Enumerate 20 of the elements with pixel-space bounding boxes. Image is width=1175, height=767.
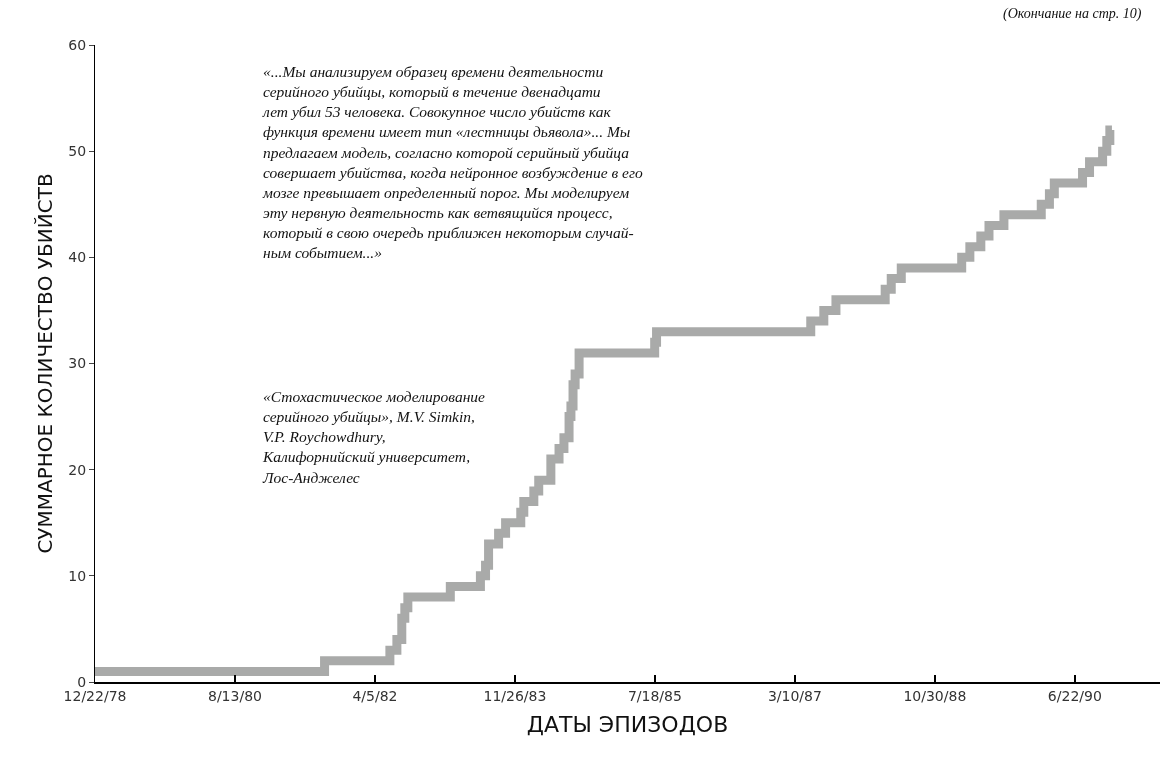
y-tick-label: 50 xyxy=(68,143,87,160)
y-tick-label: 40 xyxy=(68,249,87,266)
y-tick-label: 0 xyxy=(77,673,87,690)
x-tick-label: 7/18/85 xyxy=(627,687,682,704)
text: (Окончание на стр. 10) xyxy=(1003,6,1142,22)
x-axis-title: ДАТЫ ЭПИЗОДОВ xyxy=(526,712,729,738)
x-tick-label: 11/26/83 xyxy=(483,687,547,704)
x-tick-label: 6/22/90 xyxy=(1047,687,1102,704)
y-tick-label: 30 xyxy=(68,355,87,372)
y-tick-label: 60 xyxy=(68,36,87,53)
x-tick-label: 3/10/87 xyxy=(767,687,822,704)
x-tick-label: 4/5/82 xyxy=(352,687,398,704)
annotation: «Стохастическое моделирование серийного убийцы», M.V. Simkin, V.P. Roychowdhury, Калифорнийский университет, Лос-Анджелес xyxy=(262,388,486,486)
x-tick-label: 8/13/80 xyxy=(207,687,262,704)
text: «...Мы анализируем образец времени деятельности серийного убийцы, который в течение двенадцати лет убил 53 человека. Совокупное число убийств как функция времени имеет тип «лестницы дьявола»... Мы предлагаем модель, согласно которой серийный убийца совершает убийства, когда нейронное возбуждение в его мозге превышает определенный порог. Мы моделируем эту нервную деятельность как ветвящийся процесс, который в свою очередь приближен некоторым случай- ным событием...» xyxy=(263,63,643,262)
y-axis-title: СУММАРНОЕ КОЛИЧЕСТВО УБИЙСТВ xyxy=(32,173,57,554)
y-tick-label: 10 xyxy=(68,567,87,584)
y-tick-label: 20 xyxy=(68,461,87,478)
x-tick-label: 12/22/78 xyxy=(63,687,127,704)
x-tick-label: 10/30/88 xyxy=(903,687,967,704)
